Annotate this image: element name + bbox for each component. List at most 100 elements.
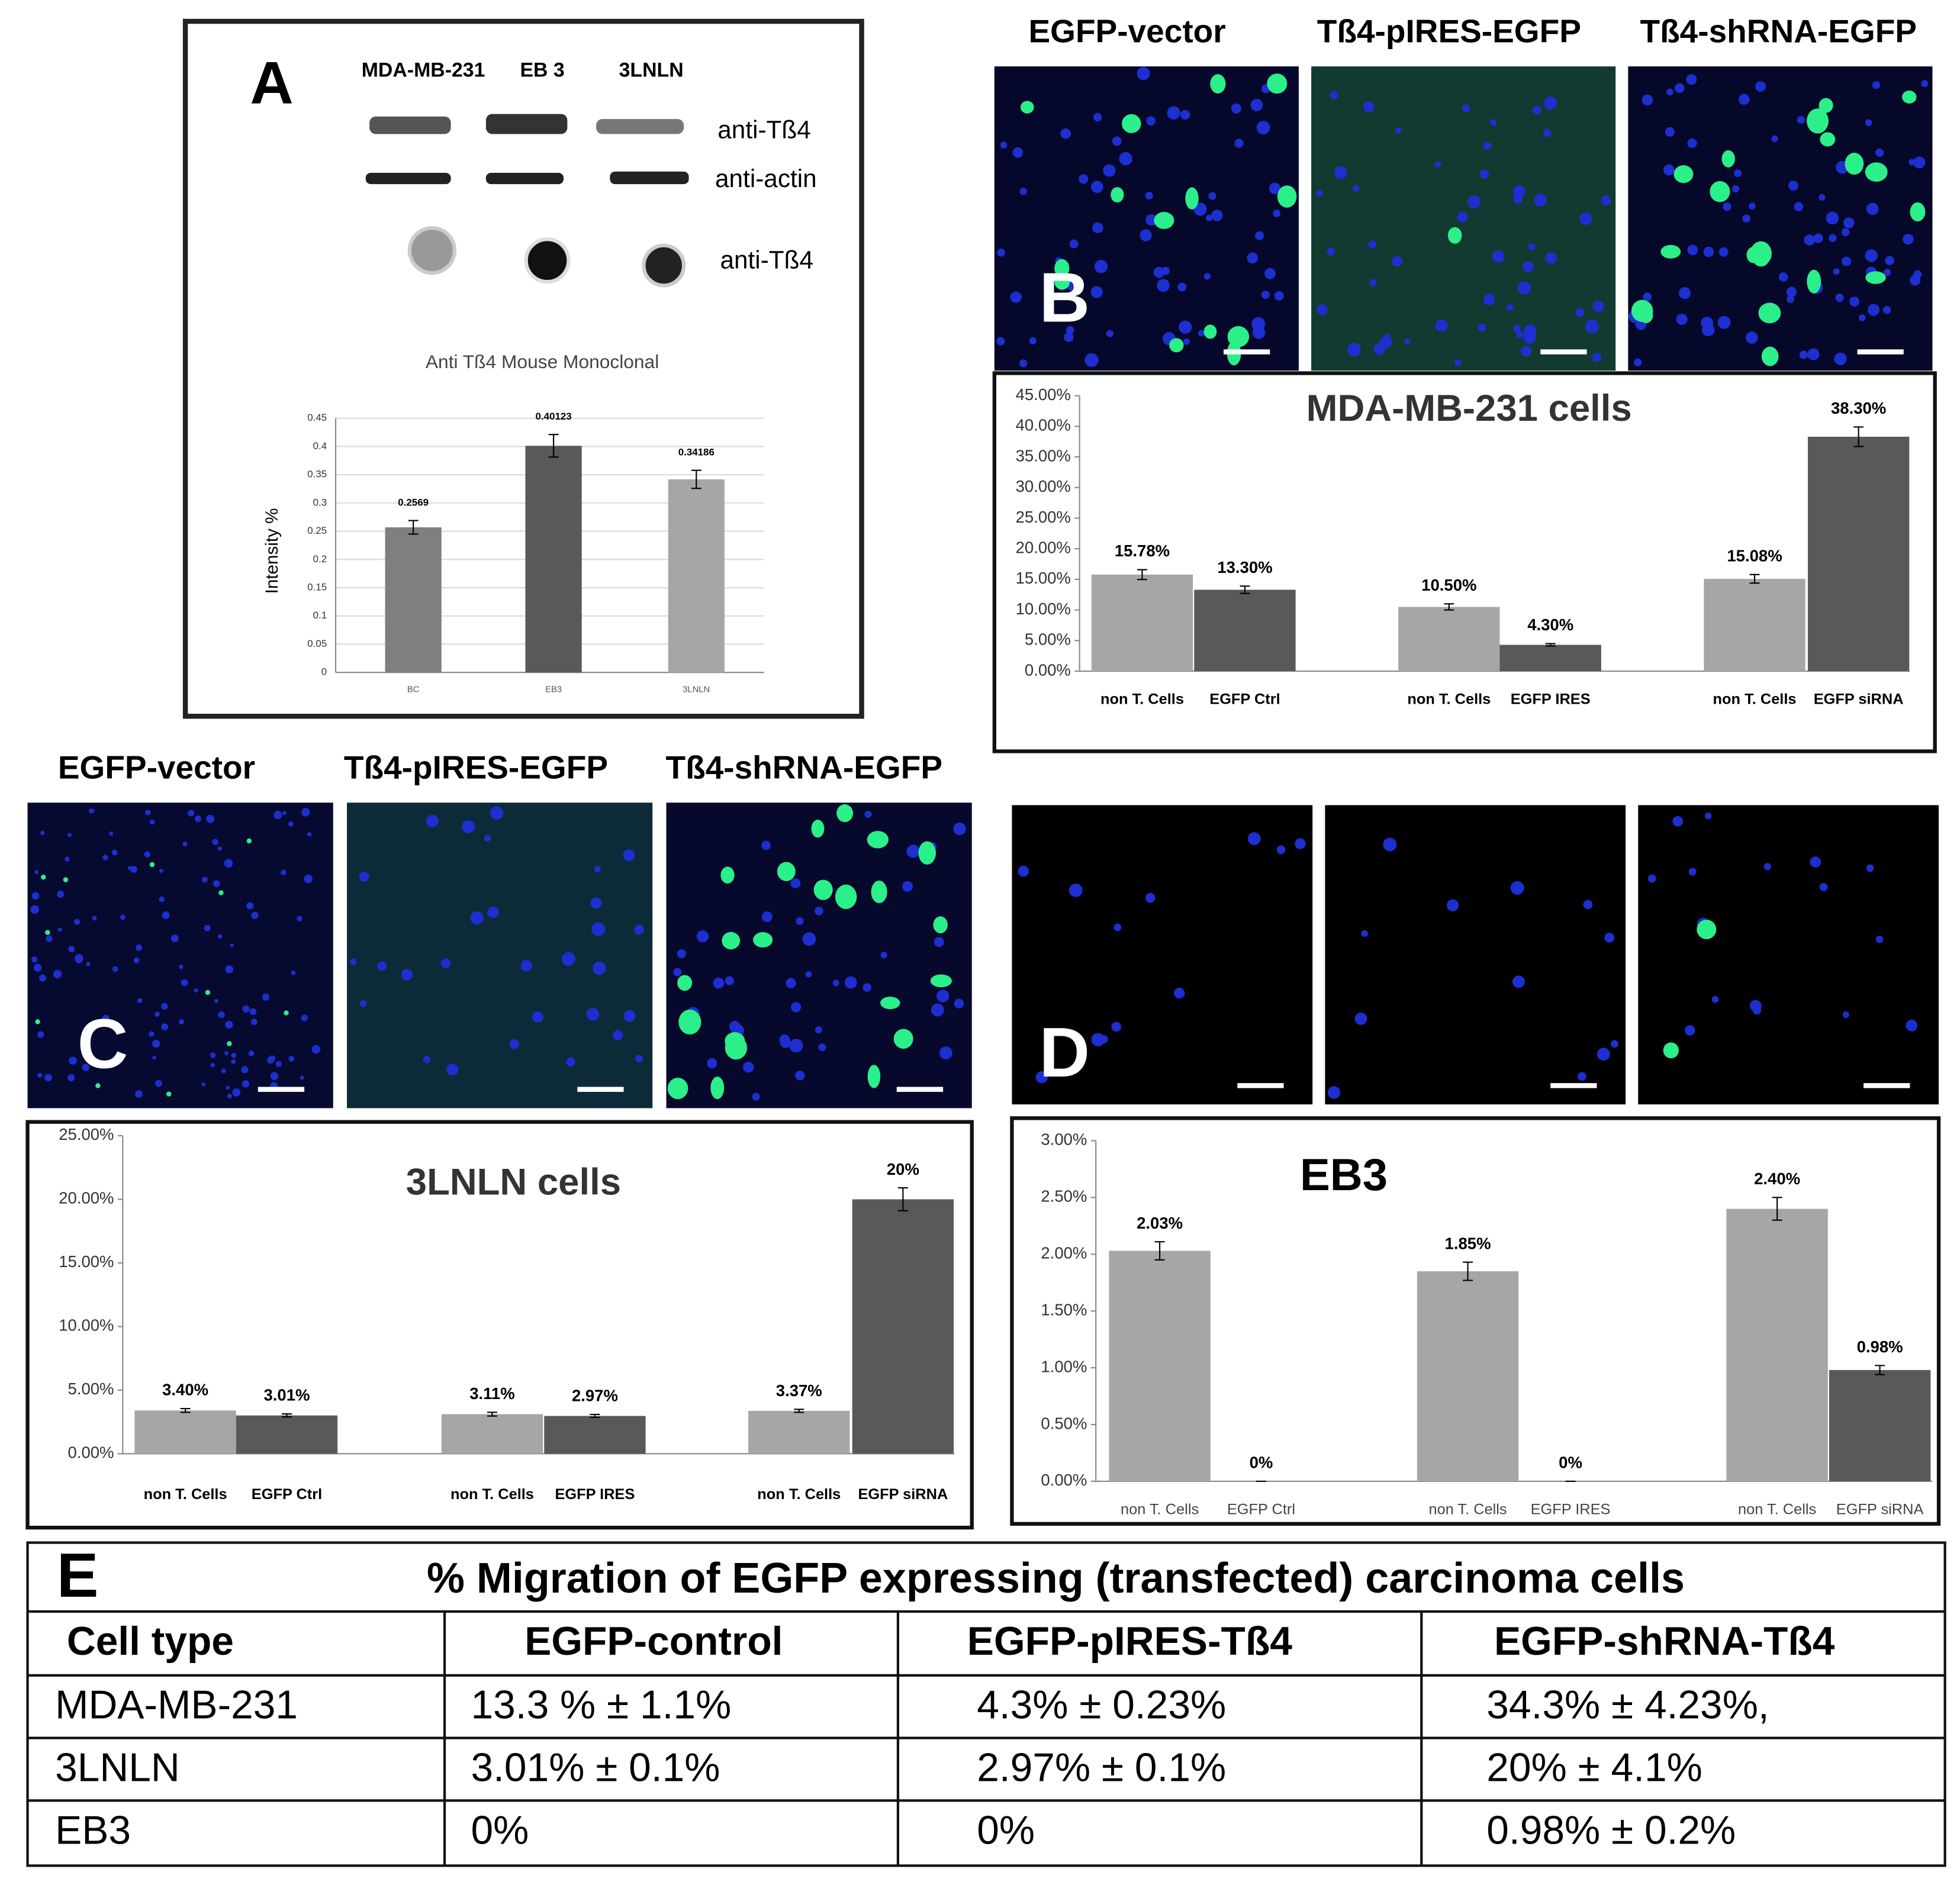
nucleus bbox=[906, 845, 920, 858]
nucleus bbox=[1203, 273, 1211, 280]
nucleus bbox=[162, 911, 170, 919]
dot bbox=[407, 225, 457, 275]
nucleus bbox=[1884, 269, 1891, 276]
column-header: EGFP-shRNA-Tß4 bbox=[1494, 1619, 1835, 1664]
nucleus bbox=[1506, 304, 1514, 311]
error-bar bbox=[1137, 569, 1147, 581]
nucleus bbox=[149, 819, 155, 825]
nucleus bbox=[1368, 240, 1376, 249]
nucleus bbox=[1261, 290, 1270, 299]
image-title: EGFP-vector bbox=[1029, 13, 1226, 50]
nucleus bbox=[832, 979, 839, 987]
gfp-cell bbox=[1447, 227, 1462, 244]
nucleus bbox=[1091, 1033, 1105, 1047]
table-cell: 4.3% ± 0.23% bbox=[977, 1683, 1226, 1728]
nucleus bbox=[34, 870, 38, 874]
nucleus bbox=[1276, 845, 1286, 855]
nucleus bbox=[1489, 119, 1497, 126]
nucleus bbox=[532, 1011, 543, 1023]
nucleus bbox=[446, 1064, 459, 1076]
nucleus bbox=[1732, 185, 1740, 193]
nucleus bbox=[1701, 323, 1715, 337]
nucleus bbox=[1778, 272, 1788, 282]
nucleus bbox=[250, 1019, 258, 1025]
x-tick-label: non T. Cells bbox=[1100, 691, 1184, 707]
gfp-cell bbox=[35, 1019, 40, 1024]
nucleus bbox=[761, 911, 773, 922]
nucleus bbox=[1763, 863, 1771, 871]
nucleus bbox=[1738, 94, 1750, 105]
error-bar bbox=[1772, 1197, 1782, 1221]
nucleus bbox=[1686, 74, 1697, 85]
nucleus bbox=[673, 968, 682, 977]
x-tick-label: non T. Cells bbox=[1407, 691, 1491, 707]
nucleus bbox=[1819, 882, 1828, 891]
nucleus bbox=[954, 998, 964, 1008]
gfp-cell bbox=[1746, 247, 1760, 263]
y-tick-label: 25.00% bbox=[59, 1125, 114, 1143]
gfp-cell bbox=[1111, 187, 1124, 203]
lane-label: 3LNLN bbox=[619, 59, 684, 82]
nucleus bbox=[1921, 80, 1929, 88]
x-tick-label: non T. Cells bbox=[1713, 691, 1797, 707]
nucleus bbox=[1833, 268, 1840, 275]
nucleus bbox=[155, 1011, 160, 1017]
nucleus bbox=[242, 1080, 250, 1088]
nucleus bbox=[1330, 91, 1338, 99]
gfp-cell bbox=[678, 1009, 701, 1035]
nucleus bbox=[1106, 330, 1113, 337]
bar bbox=[1704, 579, 1805, 672]
nucleus bbox=[194, 988, 198, 993]
nucleus bbox=[761, 840, 771, 850]
gfp-cell bbox=[753, 932, 773, 948]
nucleus bbox=[1103, 164, 1116, 177]
y-tick-label: 25.00% bbox=[1016, 508, 1071, 526]
y-tick-label: 0.25 bbox=[307, 525, 327, 536]
table-cell: MDA-MB-231 bbox=[55, 1683, 298, 1728]
nucleus bbox=[251, 911, 259, 919]
nucleus bbox=[1875, 148, 1884, 157]
nucleus bbox=[1585, 320, 1599, 333]
y-tick-label: 40.00% bbox=[1016, 416, 1071, 434]
nucleus bbox=[1545, 252, 1557, 264]
nucleus bbox=[844, 976, 857, 989]
chart-title: 3LNLN cells bbox=[406, 1161, 621, 1203]
gfp-cell bbox=[871, 880, 887, 904]
panel-letter: C bbox=[78, 1005, 128, 1083]
nucleus bbox=[1528, 243, 1536, 251]
nucleus bbox=[1211, 210, 1223, 221]
nucleus bbox=[1019, 188, 1027, 195]
value-label: 20% bbox=[887, 1160, 919, 1178]
nucleus bbox=[67, 833, 72, 837]
nucleus bbox=[590, 897, 602, 909]
nucleus bbox=[1157, 279, 1170, 292]
nucleus bbox=[1060, 128, 1071, 139]
band bbox=[365, 173, 451, 185]
image-title: Tß4-pIRES-EGFP bbox=[1317, 13, 1581, 50]
scale-bar bbox=[1237, 1083, 1284, 1088]
bar bbox=[1398, 607, 1500, 672]
bar bbox=[1417, 1271, 1519, 1481]
error-bar bbox=[897, 1187, 908, 1211]
nucleus bbox=[181, 979, 188, 987]
value-label: 3.11% bbox=[469, 1384, 514, 1403]
nucleus bbox=[707, 1058, 717, 1069]
nucleus bbox=[934, 937, 944, 948]
nucleus bbox=[1835, 294, 1844, 302]
nucleus bbox=[1866, 202, 1879, 215]
gfp-cell bbox=[1807, 269, 1821, 294]
y-tick-label: 15.00% bbox=[1016, 569, 1071, 587]
x-tick-label: EGFP Ctrl bbox=[1227, 1501, 1295, 1517]
nucleus bbox=[202, 876, 208, 883]
x-tick-label: non T. Cells bbox=[1738, 1501, 1816, 1517]
bar bbox=[1726, 1209, 1828, 1481]
nucleus bbox=[1234, 138, 1244, 148]
nucleus bbox=[1251, 317, 1266, 331]
nucleus bbox=[795, 1070, 805, 1081]
bar bbox=[1109, 1251, 1211, 1481]
nucleus bbox=[1373, 343, 1385, 355]
nucleus bbox=[218, 1011, 225, 1019]
nucleus bbox=[1705, 812, 1712, 820]
row-label: anti-actin bbox=[715, 165, 817, 192]
nucleus bbox=[1749, 1000, 1762, 1012]
